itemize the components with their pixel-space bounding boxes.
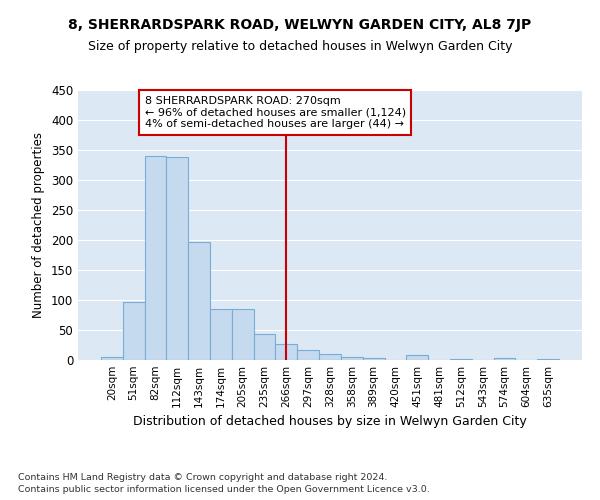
- Text: Contains public sector information licensed under the Open Government Licence v3: Contains public sector information licen…: [18, 485, 430, 494]
- Bar: [123, 302, 145, 360]
- Text: Size of property relative to detached houses in Welwyn Garden City: Size of property relative to detached ho…: [88, 40, 512, 53]
- Bar: [101, 357, 123, 360]
- Bar: [210, 309, 232, 360]
- Bar: [537, 359, 559, 360]
- Y-axis label: Number of detached properties: Number of detached properties: [32, 132, 46, 318]
- X-axis label: Distribution of detached houses by size in Welwyn Garden City: Distribution of detached houses by size …: [133, 416, 527, 428]
- Bar: [188, 242, 210, 360]
- Bar: [363, 358, 385, 360]
- Bar: [494, 358, 515, 360]
- Bar: [319, 354, 341, 360]
- Bar: [406, 355, 428, 360]
- Text: Contains HM Land Registry data © Crown copyright and database right 2024.: Contains HM Land Registry data © Crown c…: [18, 472, 388, 482]
- Bar: [166, 157, 188, 360]
- Bar: [232, 309, 254, 360]
- Bar: [341, 357, 363, 360]
- Bar: [297, 350, 319, 360]
- Text: 8 SHERRARDSPARK ROAD: 270sqm
← 96% of detached houses are smaller (1,124)
4% of : 8 SHERRARDSPARK ROAD: 270sqm ← 96% of de…: [145, 96, 406, 129]
- Bar: [254, 334, 275, 360]
- Text: 8, SHERRARDSPARK ROAD, WELWYN GARDEN CITY, AL8 7JP: 8, SHERRARDSPARK ROAD, WELWYN GARDEN CIT…: [68, 18, 532, 32]
- Bar: [145, 156, 166, 360]
- Bar: [450, 359, 472, 360]
- Bar: [275, 344, 297, 360]
